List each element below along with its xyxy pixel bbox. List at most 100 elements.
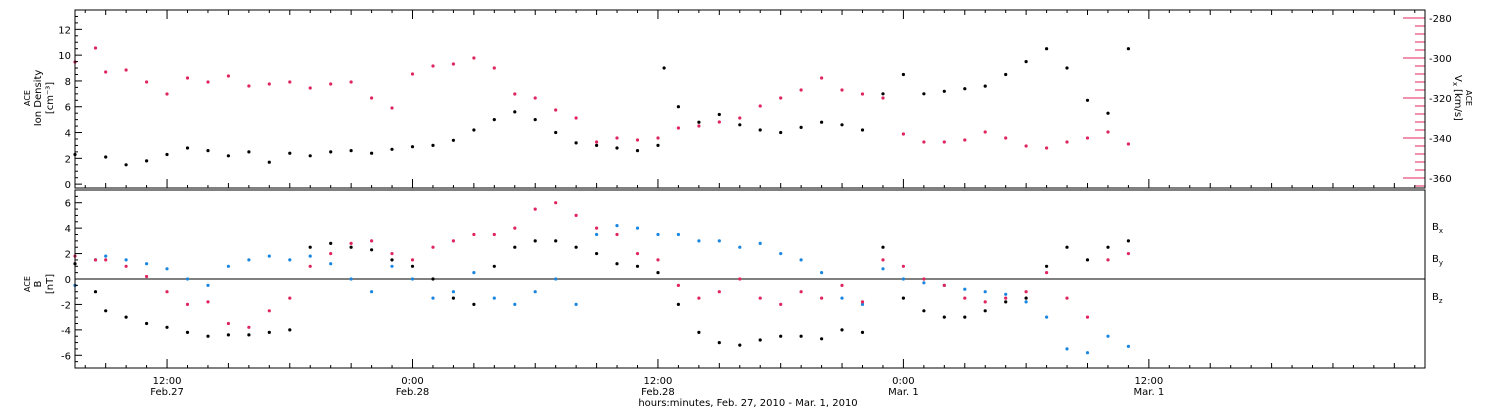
vx-point [431,64,435,68]
bz-point [1106,258,1110,262]
b-axis-label: ACE B [nT] [23,274,56,294]
by-point [595,232,599,237]
bx-point [185,330,190,334]
density-point [1004,72,1008,77]
bx-point [349,245,353,249]
vx-point [472,56,476,60]
by-point [1004,292,1008,296]
bz-point [165,290,169,294]
density-point [1106,111,1110,115]
density-point [185,146,190,150]
bx-point [226,333,230,337]
bz-point [697,296,701,300]
density-point [370,151,374,155]
by-point [779,252,783,256]
bx-point [942,315,946,319]
time-tick-label: 0:00 [401,376,423,387]
vx-point [349,80,353,84]
b-axis-label-line1: ACE [23,276,32,292]
density-tick-label: 8 [65,77,71,88]
vx-tick-label: -320 [1429,94,1452,105]
bz-point [308,264,312,268]
vx-point [820,76,824,80]
density-point [799,125,803,129]
by-point [615,224,619,228]
by-point [226,264,230,268]
by-point [533,290,537,294]
legend-by-sub: y [1439,259,1443,267]
bottom-panel-frame [74,189,1426,369]
bx-point [717,341,721,345]
by-point [1065,347,1069,351]
density-point [697,120,701,124]
bx-point [308,245,312,249]
density-tick-label: 12 [58,25,71,36]
vx-point [799,88,803,92]
by-point [983,290,987,294]
vx-point [492,66,496,70]
legend-by-main: B [1432,254,1439,265]
vx-point [574,116,578,120]
bx-point [533,239,537,243]
vx-point [533,96,537,100]
legend-bx-main: B [1432,222,1439,233]
density-point [247,150,251,154]
bx-point [206,334,210,338]
bz-point [840,283,844,287]
bz-point [554,201,558,205]
bz-point [963,296,967,300]
vx-point [1126,142,1130,146]
bz-point [901,264,906,268]
bx-point [1045,264,1049,268]
bx-point [922,309,926,313]
by-point [308,254,312,258]
density-tick-label: 0 [65,180,71,191]
by-point [901,277,906,281]
density-point [840,123,844,127]
b-axis-label-line2: B [33,280,44,287]
density-point [206,149,210,153]
b-tick-label: 6 [65,199,71,210]
bz-point [758,296,762,300]
by-point [635,226,640,230]
by-point [676,232,681,237]
by-point [431,296,435,300]
density-point [513,110,517,114]
by-point [390,264,394,268]
density-tick-label: 6 [65,103,71,114]
bx-point [451,296,455,300]
by-point [472,271,476,275]
by-point [370,290,374,294]
bx-point [799,334,803,338]
by-point [104,254,108,258]
by-point [820,271,824,275]
density-point [1085,98,1090,102]
density-point [615,146,619,150]
bx-point [370,248,374,252]
density-point [574,141,578,145]
vx-point [840,88,844,92]
bx-point [104,309,108,313]
by-series [73,224,1130,355]
density-point [145,159,149,163]
bottom-panel: -6 -4 -2 0 2 4 6 ACE B [nT] Bx By Bz [23,189,1443,369]
vx-point [451,62,455,66]
bz-point [247,325,251,329]
bz-point [574,213,578,217]
vx-point [881,96,885,100]
density-point [329,150,333,154]
density-axis-label: ACE Ion Density [cm⁻³] [23,70,56,127]
bx-point [758,338,762,342]
bx-point [390,258,394,262]
vx-point [615,136,619,140]
b-axis-label-line3: [nT] [45,274,56,294]
bz-point [881,258,885,262]
density-point [104,155,108,159]
vx-point [983,130,987,134]
vx-axis-label-main: Vx [km/s] [1451,75,1463,121]
density-point [554,130,558,135]
vx-point [901,132,906,136]
date-tick-label: Feb.27 [150,387,184,398]
bz-point [226,321,230,326]
